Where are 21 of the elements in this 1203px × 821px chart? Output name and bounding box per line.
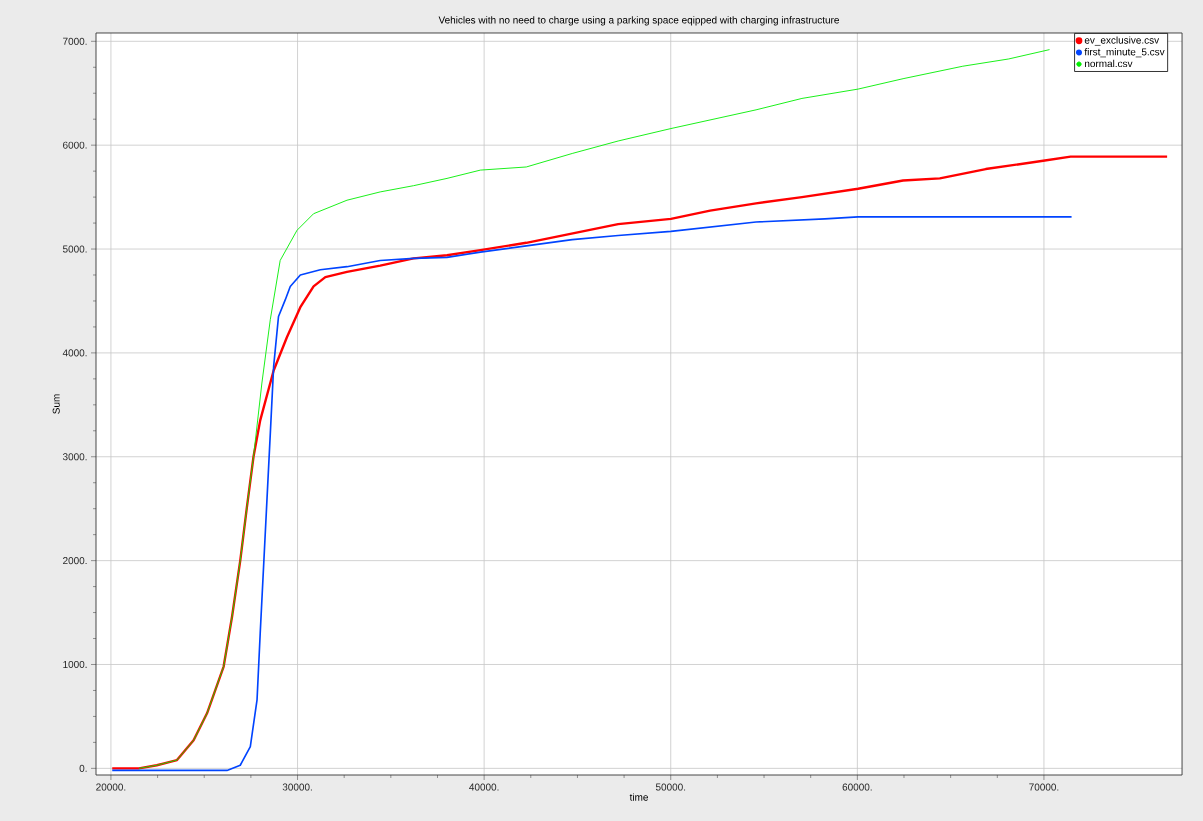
legend-label: ev_exclusive.csv: [1084, 36, 1160, 46]
y-tick-label: 7000.: [63, 37, 87, 45]
y-tick-label: 3000.: [62, 453, 87, 461]
y-tick-label: 2000.: [63, 557, 87, 565]
x-tick-label: 30000.: [282, 783, 312, 791]
x-axis-title: time: [629, 793, 648, 801]
x-tick-label: 40000.: [469, 783, 499, 791]
legend-label: first_minute_5.csv: [1084, 48, 1165, 58]
y-tick-label: 5000.: [62, 245, 87, 253]
chart-title: Vehicles with no need to charge using a parking space eqipped with charging infrastructure: [438, 16, 839, 26]
y-axis-title: Sum: [52, 394, 60, 414]
y-tick-label: 1000.: [63, 660, 87, 669]
x-tick-label: 50000.: [655, 783, 686, 791]
x-tick-label: 70000.: [1029, 783, 1059, 791]
line-series: [138, 49, 1050, 769]
y-tick-label: 0.: [79, 764, 87, 772]
y-tick-label: 6000.: [63, 141, 87, 149]
legend-label: normal.csv: [1085, 59, 1133, 68]
x-tick-label: 60000.: [842, 783, 872, 791]
y-tick-label: 4000.: [62, 349, 87, 357]
x-tick-label: 20000.: [96, 783, 126, 791]
